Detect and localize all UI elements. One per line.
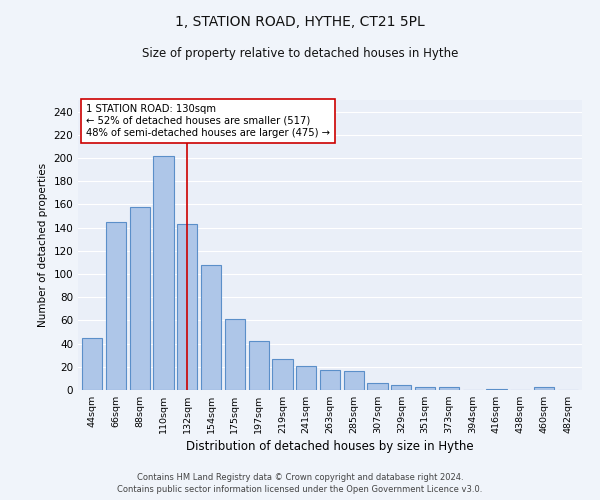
Bar xyxy=(439,386,459,390)
Text: 1 STATION ROAD: 130sqm
← 52% of detached houses are smaller (517)
48% of semi-de: 1 STATION ROAD: 130sqm ← 52% of detached… xyxy=(86,104,329,138)
Text: Contains public sector information licensed under the Open Government Licence v3: Contains public sector information licen… xyxy=(118,485,482,494)
Bar xyxy=(487,389,506,390)
Bar xyxy=(201,264,221,390)
Bar xyxy=(154,156,173,390)
Bar xyxy=(106,222,126,390)
Bar xyxy=(344,372,364,390)
Bar xyxy=(320,370,340,390)
X-axis label: Distribution of detached houses by size in Hythe: Distribution of detached houses by size … xyxy=(186,440,474,454)
Bar xyxy=(534,386,554,390)
Text: Contains HM Land Registry data © Crown copyright and database right 2024.: Contains HM Land Registry data © Crown c… xyxy=(137,472,463,482)
Bar xyxy=(391,386,412,390)
Y-axis label: Number of detached properties: Number of detached properties xyxy=(38,163,48,327)
Bar xyxy=(248,342,269,390)
Bar xyxy=(272,358,293,390)
Bar xyxy=(130,206,150,390)
Text: 1, STATION ROAD, HYTHE, CT21 5PL: 1, STATION ROAD, HYTHE, CT21 5PL xyxy=(175,15,425,29)
Bar xyxy=(367,383,388,390)
Text: Size of property relative to detached houses in Hythe: Size of property relative to detached ho… xyxy=(142,48,458,60)
Bar xyxy=(177,224,197,390)
Bar xyxy=(225,319,245,390)
Bar xyxy=(296,366,316,390)
Bar xyxy=(415,386,435,390)
Bar xyxy=(82,338,103,390)
